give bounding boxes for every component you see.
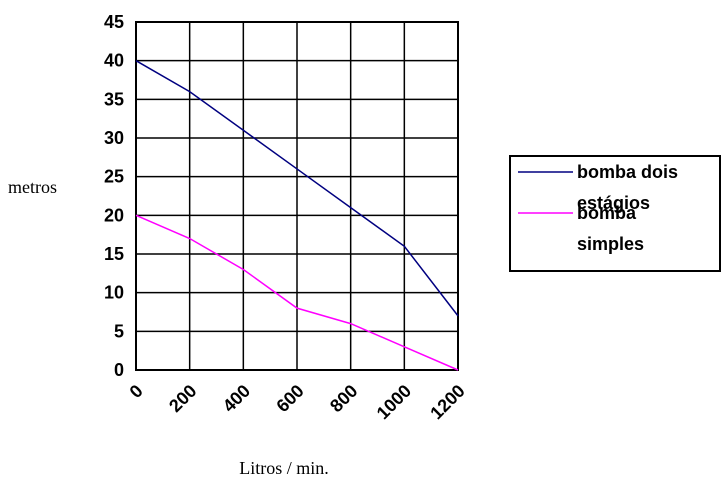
- y-tick-label: 20: [104, 205, 124, 225]
- legend-label: estágios: [577, 193, 650, 213]
- y-tick-label: 25: [104, 167, 124, 187]
- x-tick-label: 1000: [373, 381, 415, 423]
- y-tick-label: 10: [104, 283, 124, 303]
- grid: [135, 21, 459, 371]
- series-layer: [135, 60, 459, 371]
- legend-box: [509, 155, 721, 272]
- x-tick-label: 0: [126, 381, 147, 402]
- y-tick-label: 40: [104, 51, 124, 71]
- y-axis-label: metros: [8, 177, 57, 197]
- legend-label: simples: [577, 234, 644, 254]
- y-tick-label: 15: [104, 244, 124, 264]
- plot-area: [135, 21, 459, 371]
- x-tick-label: 1200: [426, 381, 468, 423]
- y-tick-label: 35: [104, 89, 124, 109]
- legend-label: bomba dois: [577, 162, 678, 182]
- y-tick-label: 30: [104, 128, 124, 148]
- x-tick-label: 400: [219, 381, 254, 416]
- legend-label: bomba: [577, 203, 637, 223]
- x-tick-label: 200: [165, 381, 200, 416]
- y-axis-ticks: 0 5 10 15 20 25 30 35 40 45: [104, 12, 124, 380]
- y-tick-label: 5: [114, 321, 124, 341]
- x-axis-label: Litros / min.: [239, 458, 329, 478]
- x-tick-label: 600: [272, 381, 307, 416]
- x-tick-label: 800: [326, 381, 361, 416]
- y-tick-label: 45: [104, 12, 124, 32]
- y-tick-label: 0: [114, 360, 124, 380]
- x-axis-ticks: 0 200 400 600 800 1000 1200: [126, 381, 469, 423]
